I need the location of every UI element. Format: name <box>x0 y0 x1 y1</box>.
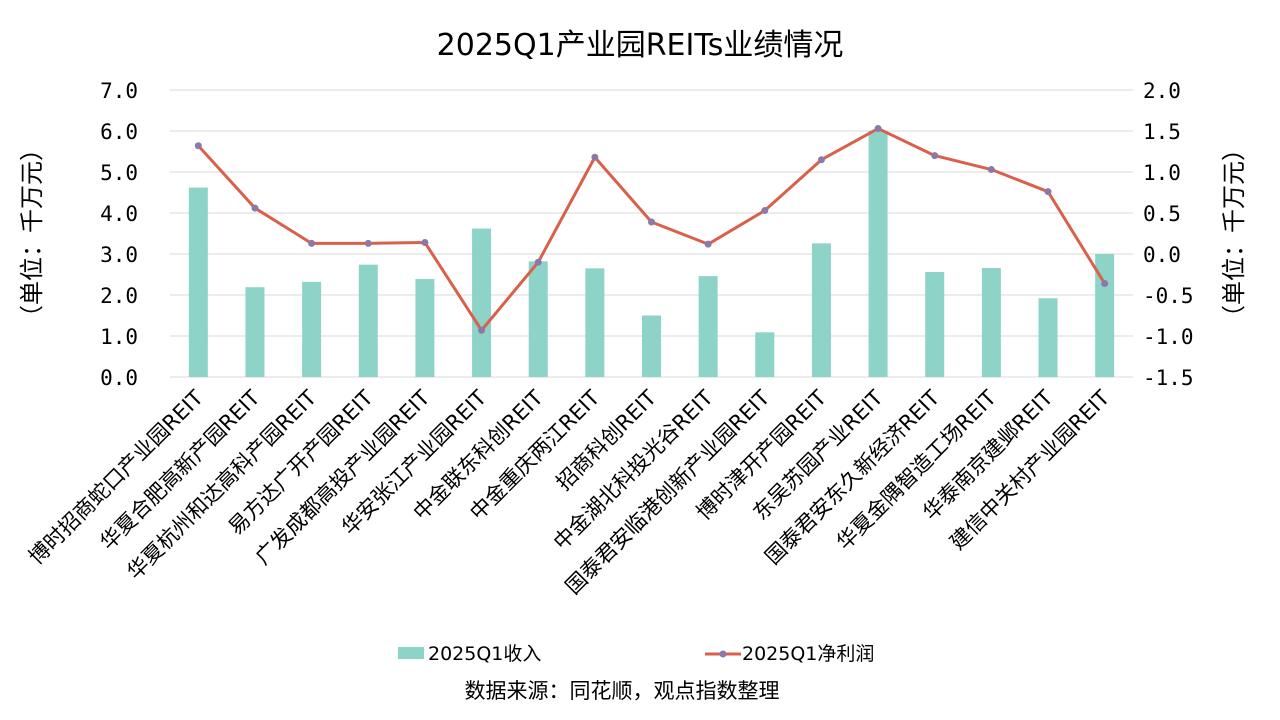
bar <box>981 267 1001 377</box>
grid-lines <box>170 89 1133 378</box>
left-tick-label: 6.0 <box>100 120 138 144</box>
net-profit-line <box>197 127 1106 332</box>
bar <box>868 130 888 377</box>
line-point <box>534 258 542 266</box>
bar <box>642 315 661 377</box>
line-point <box>1044 188 1052 196</box>
bar <box>358 264 378 377</box>
line-point <box>251 204 259 212</box>
line-point <box>987 166 995 174</box>
line-point <box>704 240 712 248</box>
line-point <box>817 156 825 164</box>
right-tick-label: 0.0 <box>1143 243 1181 267</box>
bar <box>811 243 831 377</box>
right-tick-label: 1.0 <box>1143 161 1181 185</box>
line-point <box>874 125 882 133</box>
line-point <box>591 153 599 161</box>
source-note: 数据来源：同花顺，观点指数整理 <box>465 679 780 703</box>
line-point <box>931 152 939 160</box>
line-point <box>1101 280 1109 288</box>
right-axis-ticks: -1.5 -1.0 -0.5 0.0 0.5 1.0 1.5 2.0 <box>1143 79 1194 390</box>
bar-series <box>188 130 1115 377</box>
left-tick-label: 5.0 <box>100 161 138 185</box>
right-axis-title: （单位：千万元） <box>1220 137 1248 329</box>
category-labels: 博时招商蛇口产业园REIT华夏合肥高新产园REIT华夏杭州和达高科产园REIT易… <box>24 385 1114 599</box>
bar <box>472 228 492 377</box>
right-tick-label: 2.0 <box>1143 79 1181 103</box>
right-tick-label: 1.5 <box>1143 120 1181 144</box>
left-tick-label: 7.0 <box>100 79 138 103</box>
line-series <box>194 125 1109 334</box>
bar <box>528 261 548 377</box>
right-tick-label: -0.5 <box>1143 284 1194 308</box>
line-point <box>308 239 316 247</box>
bar <box>1095 254 1115 377</box>
chart-title: 2025Q1产业园REITs业绩情况 <box>437 28 844 63</box>
line-point <box>478 326 486 334</box>
left-tick-label: 4.0 <box>100 202 138 226</box>
left-axis-ticks: 0.0 1.0 2.0 3.0 4.0 5.0 6.0 7.0 <box>100 79 138 390</box>
line-point <box>648 218 655 226</box>
left-tick-label: 0.0 <box>100 366 138 390</box>
legend-bar-label: 2025Q1收入 <box>428 643 541 665</box>
bar <box>302 281 322 377</box>
right-tick-label: -1.5 <box>1143 366 1194 390</box>
bar <box>415 279 435 377</box>
line-point <box>421 239 429 247</box>
right-tick-label: -1.0 <box>1143 325 1194 349</box>
right-tick-label: 0.5 <box>1143 202 1181 226</box>
bar <box>585 268 605 377</box>
left-axis-title: （单位：千万元） <box>18 137 46 329</box>
legend-line-marker <box>719 650 727 658</box>
legend-line-label: 2025Q1净利润 <box>742 643 874 665</box>
bar <box>755 332 775 377</box>
legend-bar-swatch <box>398 647 424 659</box>
line-point <box>364 239 372 247</box>
left-tick-label: 1.0 <box>100 325 138 349</box>
left-tick-label: 3.0 <box>100 243 138 267</box>
bar <box>188 187 208 377</box>
bar <box>1038 298 1058 377</box>
line-point <box>194 142 202 150</box>
bar <box>245 287 265 377</box>
legend: 2025Q1收入 2025Q1净利润 <box>398 643 874 665</box>
left-tick-label: 2.0 <box>100 284 138 308</box>
line-point <box>761 207 769 215</box>
bar <box>925 272 945 377</box>
bar <box>698 276 718 377</box>
